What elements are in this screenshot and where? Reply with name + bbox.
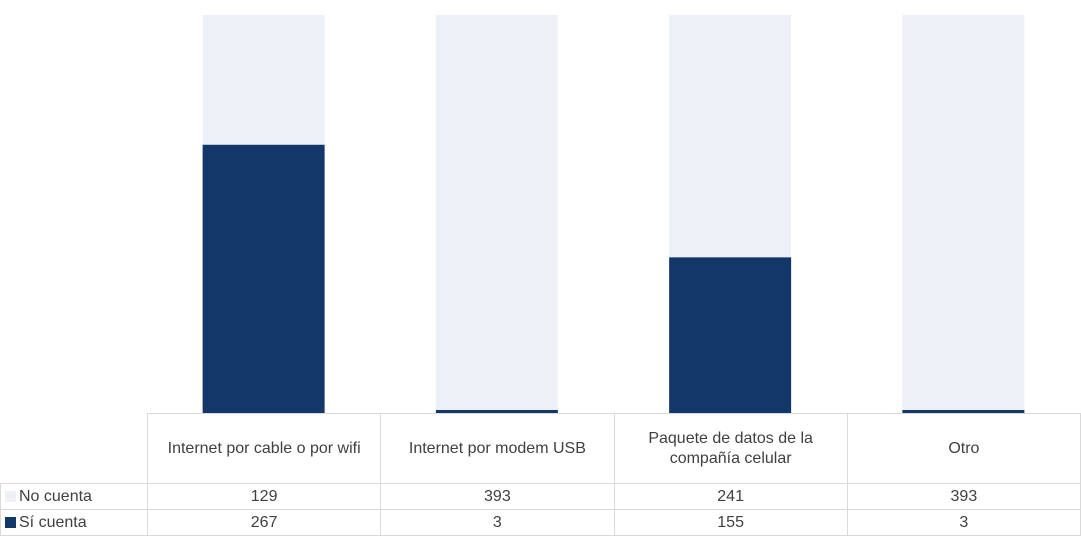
category-label: Internet por modem USB (380, 413, 615, 484)
legend-label: Sí cuenta (19, 513, 87, 531)
plot (202, 15, 1025, 413)
legend-swatch (5, 491, 16, 502)
bar (669, 15, 792, 258)
bar (202, 144, 325, 413)
bar (902, 409, 1025, 413)
data-table-value: 129 (147, 483, 382, 510)
data-table-value: 241 (613, 483, 848, 510)
bar (902, 15, 1025, 410)
bar (435, 409, 558, 413)
bar (669, 257, 792, 413)
bar (435, 15, 558, 410)
legend-swatch (5, 517, 16, 528)
data-table-value: 393 (380, 483, 615, 510)
data-table-value: 267 (147, 509, 382, 536)
data-table-value: 155 (613, 509, 848, 536)
legend-label: No cuenta (19, 487, 92, 505)
category-label: Otro (846, 413, 1081, 484)
category-label: Internet por cable o por wifi (147, 413, 382, 484)
category-label: Paquete de datos de la compañía celular (613, 413, 848, 484)
bar (202, 15, 325, 145)
legend-entry: No cuenta (0, 483, 148, 510)
data-table-value: 3 (846, 509, 1081, 536)
data-table-value: 393 (846, 483, 1081, 510)
data-table-value: 3 (380, 509, 615, 536)
legend-entry: Sí cuenta (0, 509, 148, 536)
